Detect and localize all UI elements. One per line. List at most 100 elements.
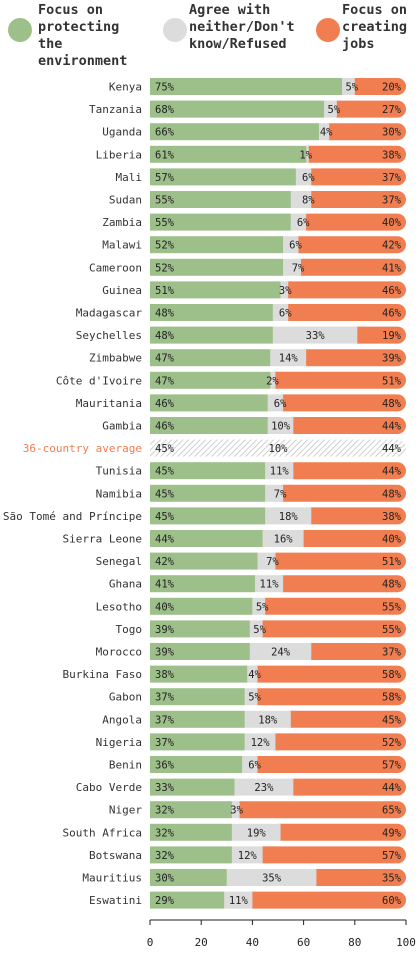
value-label-jobs-cameroon: 41% [382,262,402,274]
bar-segment-environment-cote-d-ivoire [150,371,271,389]
bar-row-cote-d-ivoire: Côte d'Ivoire 47% 2% 51% [56,371,406,389]
bar-segment-environment-zambia [150,213,291,231]
value-label-environment-uganda: 66% [155,127,175,139]
value-label-neither-morocco: 24% [271,647,291,659]
bar-row-sierra-leone: Sierra Leone 44% 16% 40% [63,530,406,547]
bar-segment-environment-angola [150,710,245,728]
category-label-malawi: Malawi [102,239,142,252]
value-label-environment-mauritania: 46% [155,398,175,410]
bar-segment-neither-botswana [231,846,263,864]
bar-segment-environment-uganda [150,123,319,141]
bar-row-sudan: Sudan 55% 8% 37% [109,191,406,208]
bar-segment-neither-madagascar [272,304,289,321]
value-label-environment-cameroon: 52% [155,262,175,274]
category-label-zimbabwe: Zimbabwe [89,352,142,365]
value-label-environment-malawi: 52% [155,240,175,252]
value-label-environment-kenya: 75% [155,82,175,94]
value-label-neither-gambia: 10% [271,421,291,433]
category-label-sao-tome-and-principe: São Tomé and Príncipe [3,510,142,523]
bar-row-kenya: Kenya 75% 5% 20% [109,78,406,95]
value-label-jobs-lesotho: 55% [382,601,402,613]
value-label-environment-sao-tome-and-principe: 45% [155,511,175,523]
bar-segment-jobs-mali [302,168,406,186]
value-label-jobs-nigeria: 52% [382,737,402,749]
bar-segment-environment-togo [150,620,250,638]
value-label-environment-cabo-verde: 33% [155,782,175,794]
bar-segment-neither-zambia [290,213,307,231]
value-label-neither-cabo-verde: 23% [254,782,274,794]
value-label-environment-sierra-leone: 44% [155,534,175,546]
bar-segment-jobs-sudan [302,191,406,208]
bar-segment-environment-sao-tome-and-principe [150,507,266,525]
value-label-neither-malawi: 6% [289,240,302,252]
value-label-environment-madagascar: 48% [155,308,175,320]
bar-row-burkina-faso: Burkina Faso 38% 4% 58% [63,665,406,683]
value-label-environment-mali: 57% [155,172,175,184]
value-label-environment-niger: 32% [155,805,175,817]
bar-row-mauritius: Mauritius 30% 35% 35% [82,869,406,886]
category-label-senegal: Senegal [96,555,142,568]
category-label-mauritania: Mauritania [76,397,142,410]
bar-segment-jobs-36-country-average [281,439,406,457]
bar-segment-jobs-lesotho [256,597,406,615]
bar-row-eswatini: Eswatini 29% 11% 60% [89,891,406,909]
category-label-mali: Mali [116,171,143,184]
value-label-jobs-gambia: 44% [382,421,402,433]
category-label-cameroon: Cameroon [89,261,142,274]
value-label-environment-seychelles: 48% [155,330,175,342]
bar-segment-environment-kenya [150,78,342,95]
bar-row-guinea: Guinea 51% 3% 46% [102,281,406,299]
value-label-neither-benin: 6% [248,760,261,772]
bar-segment-environment-ghana [150,575,255,593]
bar-segment-neither-tanzania [324,100,337,118]
bar-segment-neither-malawi [283,236,299,254]
bar-segment-environment-sierra-leone [150,530,263,547]
bar-row-cabo-verde: Cabo Verde 33% 23% 44% [76,778,406,796]
bar-row-uganda: Uganda 66% 4% 30% [102,123,406,141]
category-label-lesotho: Lesotho [96,600,142,613]
value-label-neither-angola: 18% [258,714,278,726]
bar-segment-jobs-guinea [279,281,406,299]
value-label-neither-senegal: 7% [266,556,279,568]
value-label-environment-senegal: 42% [155,556,175,568]
bar-segment-environment-mali [150,168,296,186]
value-label-environment-gambia: 46% [155,421,175,433]
bar-segment-environment-nigeria [150,733,245,751]
bar-segment-jobs-morocco [302,643,406,660]
bar-row-benin: Benin 36% 6% 57% [109,756,406,773]
bar-segment-environment-burkina-faso [150,665,248,683]
bar-row-angola: Angola 37% 18% 45% [102,710,406,728]
category-label-angola: Angola [102,713,142,726]
x-tick-label-80: 80 [348,936,361,949]
bar-row-zambia: Zambia 55% 6% 40% [102,213,406,231]
bar-segment-environment-mauritius [150,869,227,886]
value-label-environment-cote-d-ivoire: 47% [155,375,175,387]
bar-segment-environment-zimbabwe [150,349,271,367]
category-label-zambia: Zambia [102,216,142,229]
bar-row-nigeria: Nigeria 37% 12% 52% [96,733,406,751]
value-label-neither-mauritius: 35% [262,873,282,885]
bar-segment-jobs-kenya [345,78,406,95]
bar-segment-jobs-togo [253,620,406,638]
category-label-niger: Niger [109,804,142,817]
value-label-environment-nigeria: 37% [155,737,175,749]
bar-row-cameroon: Cameroon 52% 7% 41% [89,258,406,276]
bar-segment-neither-mauritius [226,869,317,886]
value-label-neither-uganda: 4% [320,127,333,139]
bar-segment-jobs-mauritania [274,394,406,412]
bar-segment-jobs-tanzania [327,100,406,118]
category-label-burkina-faso: Burkina Faso [63,668,142,681]
value-label-jobs-36-country-average: 44% [382,443,402,455]
value-label-neither-madagascar: 6% [279,308,292,320]
category-label-uganda: Uganda [102,126,142,139]
value-label-neither-togo: 5% [253,624,266,636]
value-label-neither-lesotho: 5% [256,601,269,613]
category-label-guinea: Guinea [102,284,142,297]
value-label-neither-ghana: 11% [260,579,280,591]
x-tick-label-60: 60 [297,936,310,949]
value-label-neither-seychelles: 33% [306,330,326,342]
value-label-neither-south-africa: 19% [247,827,267,839]
value-label-neither-liberia: 1% [299,149,312,161]
bar-segment-neither-namibia [265,484,284,502]
